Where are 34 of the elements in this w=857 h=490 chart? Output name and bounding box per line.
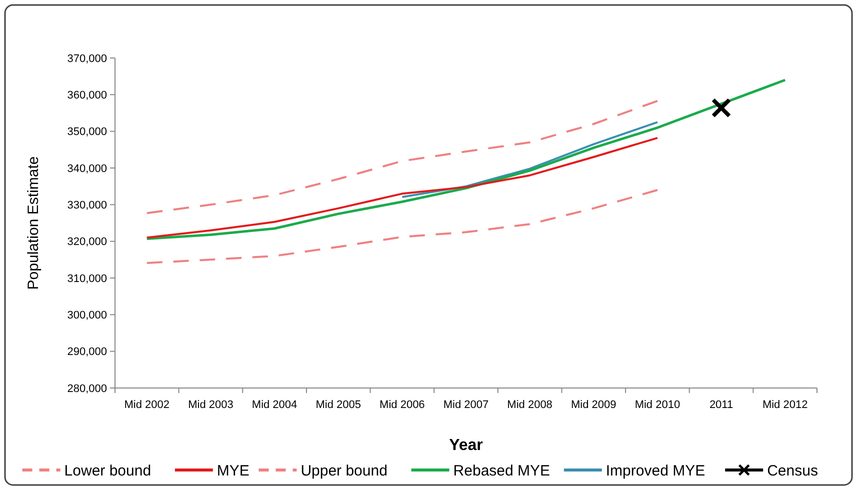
y-tick-label: 280,000	[67, 382, 107, 395]
x-tick-label: Mid 2010	[634, 399, 680, 411]
y-tick-label: 340,000	[67, 162, 107, 175]
y-tick-label: 290,000	[67, 346, 107, 358]
x-tick-label: Mid 2003	[188, 399, 234, 411]
y-tick-label: 300,000	[67, 310, 107, 322]
legend-label: Lower bound	[64, 462, 152, 480]
legend-label: MYE	[216, 462, 250, 480]
line-series	[146, 100, 658, 214]
x-tick-label: Mid 2006	[380, 399, 425, 411]
x-tick-label: Mid 2002	[124, 399, 170, 411]
x-tick-label: Mid 2004	[252, 399, 298, 411]
y-axis-title: Population Estimate	[25, 156, 42, 290]
line-series	[146, 78, 786, 240]
line-series	[146, 189, 658, 264]
x-axis-title: Year	[449, 437, 483, 454]
x-tick-label: Mid 2012	[762, 399, 808, 411]
x-tick-label: Mid 2009	[571, 399, 616, 411]
y-tick-label: 330,000	[67, 200, 107, 212]
x-tick-label: Mid 2005	[316, 399, 361, 411]
legend-label: Upper bound	[300, 462, 388, 480]
y-tick-label: 310,000	[67, 272, 107, 285]
x-tick-label: Mid 2007	[443, 399, 489, 411]
legend-label: Rebased MYE	[453, 462, 550, 480]
y-tick-label: 370,000	[67, 52, 107, 65]
x-tick-label: Mid 2008	[507, 399, 552, 411]
line-series	[401, 121, 658, 198]
y-tick-label: 350,000	[67, 126, 107, 138]
legend-label: Census	[767, 462, 818, 480]
legend-label: Improved MYE	[606, 462, 706, 480]
y-tick-label: 360,000	[67, 90, 107, 102]
line-series	[146, 136, 658, 239]
x-tick-label: 2011	[709, 399, 734, 411]
y-tick-label: 320,000	[67, 236, 107, 248]
